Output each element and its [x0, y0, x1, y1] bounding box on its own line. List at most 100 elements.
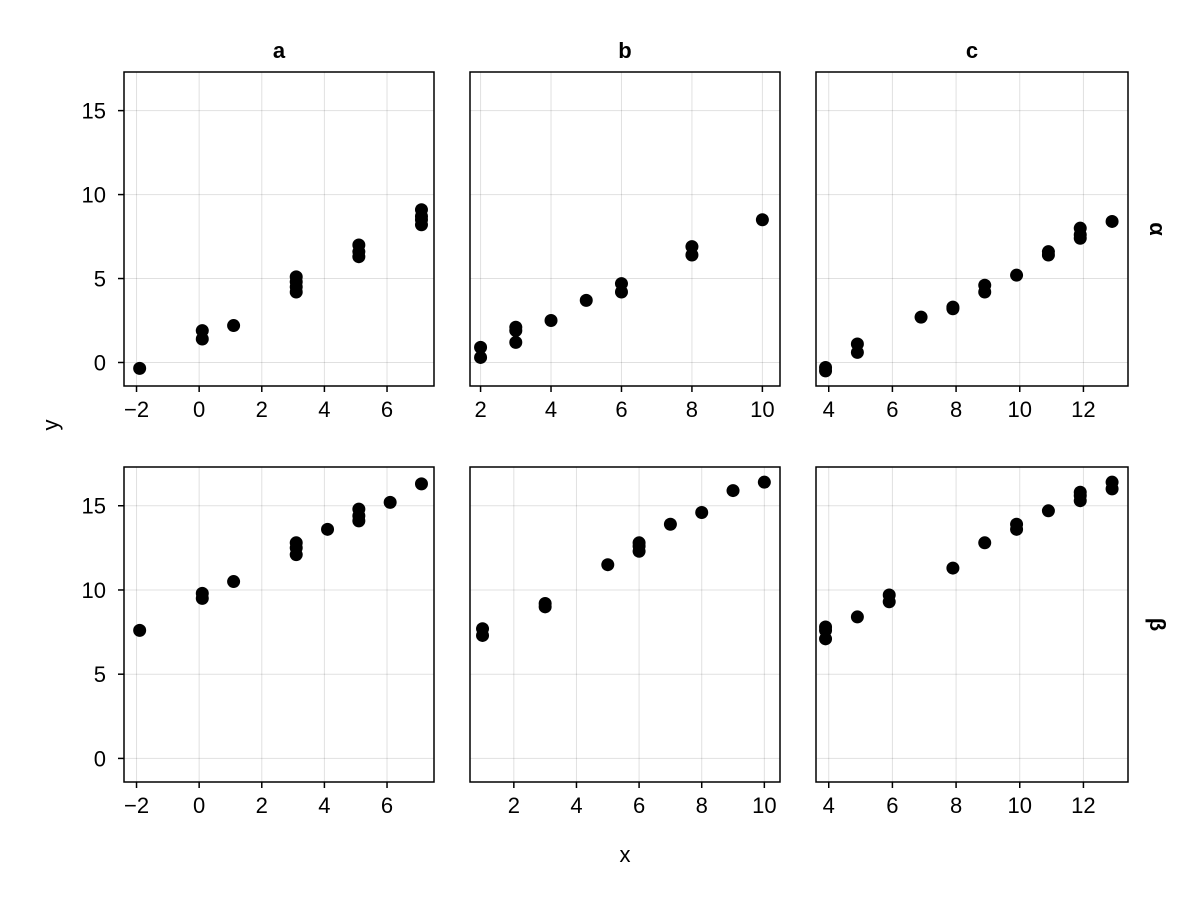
data-point: [1105, 214, 1119, 228]
data-point: [544, 314, 558, 328]
panel-frame: [123, 71, 435, 387]
data-point: [227, 575, 241, 589]
y-tick-label: 0: [94, 350, 106, 375]
data-point: [819, 361, 833, 375]
data-point: [850, 337, 864, 351]
data-point: [601, 558, 615, 572]
data-point: [1041, 504, 1055, 518]
x-tick-label: 6: [381, 397, 393, 422]
panel-β-b: 2 4 6 8 10: [469, 466, 781, 818]
panel-α-c: 4 6 8 10 12 c α: [815, 38, 1170, 422]
data-point: [757, 475, 771, 489]
x-tick-label: 6: [381, 793, 393, 818]
x-tick-label: 0: [193, 397, 205, 422]
y-tick-label: 15: [82, 494, 106, 519]
panel-β-a: −2 0 2 4 6 0 5 10 15: [82, 466, 435, 818]
panel-frame: [815, 71, 1129, 387]
panel-frame: [815, 466, 1129, 783]
data-point: [946, 561, 960, 575]
y-axis-label: y: [38, 420, 63, 431]
data-point: [1010, 517, 1024, 531]
x-tick-label: 4: [318, 397, 330, 422]
panel-β-c: 4 6 8 10 12 β: [815, 466, 1170, 818]
data-point: [195, 324, 209, 338]
data-point: [414, 203, 428, 217]
x-tick-label: 8: [696, 793, 708, 818]
x-tick-label: 12: [1071, 793, 1095, 818]
data-point: [474, 350, 488, 364]
x-tick-label: 4: [545, 397, 557, 422]
data-point: [195, 586, 209, 600]
data-point: [663, 517, 677, 531]
panel-α-b: 2 4 6 8 10 b: [469, 38, 781, 422]
row-title-β: β: [1145, 618, 1170, 631]
x-tick-label: 10: [750, 397, 774, 422]
y-tick-label: 0: [94, 746, 106, 771]
panel-frame: [123, 466, 435, 783]
panel-α-a: −2 0 2 4 6 0 5 10 15 a: [82, 38, 435, 422]
data-point: [579, 293, 593, 307]
x-axis-label: x: [620, 842, 631, 867]
data-point: [882, 588, 896, 602]
x-tick-label: 10: [752, 793, 776, 818]
x-tick-label: 4: [823, 793, 835, 818]
data-point: [1073, 221, 1087, 235]
x-tick-label: 6: [886, 793, 898, 818]
data-point: [133, 361, 147, 375]
y-tick-label: 5: [94, 662, 106, 687]
x-tick-label: 6: [615, 397, 627, 422]
data-point: [289, 270, 303, 284]
data-point: [755, 213, 769, 227]
x-tick-label: 2: [474, 397, 486, 422]
x-tick-label: −2: [124, 793, 149, 818]
x-tick-label: 4: [823, 397, 835, 422]
data-point: [726, 484, 740, 498]
panel-frame: [469, 71, 781, 387]
data-point: [383, 495, 397, 509]
data-point: [695, 505, 709, 519]
x-tick-label: 8: [950, 397, 962, 422]
x-tick-label: 2: [256, 397, 268, 422]
row-title-α: α: [1145, 222, 1170, 236]
column-title-c: c: [966, 38, 978, 63]
x-tick-label: 10: [1008, 397, 1032, 422]
column-title-a: a: [273, 38, 286, 63]
data-point: [1010, 268, 1024, 282]
data-point: [1105, 475, 1119, 489]
data-point: [819, 620, 833, 634]
data-point: [509, 335, 523, 349]
data-point: [227, 319, 241, 333]
x-tick-label: 4: [570, 793, 582, 818]
data-point: [352, 238, 366, 252]
data-point: [133, 623, 147, 637]
panels-layer: −2 0 2 4 6 0 5 10 15 a 2 4 6 8 10 b 4 6 8 10 12 c α −2 0 2 4 6 0 5 10 1…: [82, 38, 1170, 818]
y-tick-label: 5: [94, 267, 106, 292]
x-tick-label: −2: [124, 397, 149, 422]
data-point: [538, 596, 552, 610]
data-point: [509, 320, 523, 334]
data-point: [474, 340, 488, 354]
data-point: [914, 310, 928, 324]
data-point: [946, 300, 960, 314]
panel-frame: [469, 466, 781, 783]
x-tick-label: 6: [886, 397, 898, 422]
data-point: [321, 522, 335, 536]
data-point: [414, 477, 428, 491]
x-tick-label: 12: [1071, 397, 1095, 422]
data-point: [1041, 245, 1055, 259]
y-tick-label: 10: [82, 578, 106, 603]
data-point: [1073, 485, 1087, 499]
y-tick-label: 10: [82, 183, 106, 208]
data-point: [978, 278, 992, 292]
x-tick-label: 8: [950, 793, 962, 818]
data-point: [352, 502, 366, 516]
data-point: [632, 536, 646, 550]
data-point: [850, 610, 864, 624]
x-tick-label: 2: [256, 793, 268, 818]
data-point: [289, 536, 303, 550]
x-tick-label: 2: [508, 793, 520, 818]
x-tick-label: 8: [686, 397, 698, 422]
column-title-b: b: [618, 38, 631, 63]
x-tick-label: 0: [193, 793, 205, 818]
